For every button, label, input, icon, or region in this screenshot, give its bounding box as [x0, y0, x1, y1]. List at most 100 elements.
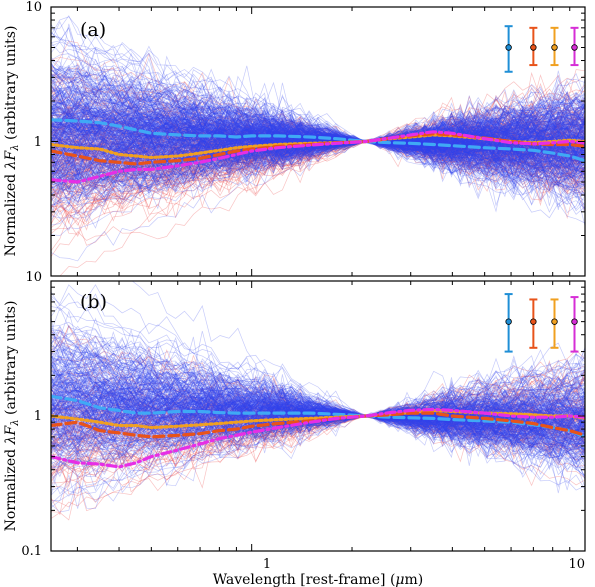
background-spectrum-line	[51, 89, 585, 163]
background-spectrum-line	[51, 105, 585, 189]
background-spectrum-line	[51, 118, 585, 214]
background-spectrum-line	[51, 392, 585, 476]
background-spectrum-line	[51, 396, 585, 424]
background-spectrum-line	[51, 350, 585, 443]
background-spectrum-line	[51, 128, 585, 160]
background-spectrum-line	[51, 340, 585, 418]
background-spectrum-line	[51, 123, 585, 161]
background-spectrum-line	[51, 378, 585, 473]
background-spectrum-line	[51, 98, 585, 158]
background-spectrum-line	[51, 303, 585, 431]
background-spectrum-line	[51, 388, 585, 444]
background-spectrum-line	[51, 105, 585, 205]
background-spectrum-line	[51, 133, 585, 206]
background-spectrum-line	[51, 136, 585, 169]
background-spectrum-line	[51, 111, 585, 173]
background-spectrum-line	[51, 102, 585, 262]
background-spectrum-line	[51, 384, 585, 488]
background-spectrum-line	[51, 72, 585, 142]
background-spectrum-line	[51, 123, 585, 191]
background-spectrum-line	[51, 126, 585, 194]
background-spectrum-line	[51, 404, 585, 469]
background-spectrum-line	[51, 99, 585, 150]
background-spectrum-line	[51, 97, 585, 207]
background-spectrum-line	[51, 362, 585, 421]
background-spectrum-line	[51, 141, 585, 203]
background-spectrum-line	[51, 126, 585, 189]
background-spectrum-line	[51, 77, 585, 166]
background-spectrum-line	[51, 16, 585, 164]
background-spectrum-line	[51, 62, 585, 143]
background-spectrum-line	[51, 103, 585, 144]
background-spectrum-line	[51, 140, 585, 195]
background-spectrum-line	[51, 101, 585, 144]
background-spectrum-line	[51, 131, 585, 158]
background-spectrum-line	[51, 115, 585, 236]
background-spectrum-line	[51, 406, 585, 467]
background-spectrum-line	[51, 135, 585, 186]
background-spectrum-line	[51, 284, 585, 491]
background-spectrum-line	[51, 141, 585, 231]
background-spectrum-line	[51, 92, 585, 179]
background-spectrum-line	[51, 15, 585, 185]
background-spectrum-line	[51, 76, 585, 160]
background-spectrum-line	[51, 112, 585, 175]
background-spectrum-line	[51, 377, 585, 426]
background-spectrum-line	[51, 110, 585, 142]
background-spectrum-line	[51, 381, 585, 439]
error-bar-2	[529, 298, 538, 349]
background-spectrum-line	[51, 334, 585, 433]
background-spectrum-line	[51, 346, 585, 438]
background-spectrum-line	[51, 368, 585, 421]
background-spectrum-line	[51, 378, 585, 435]
background-spectrum-line	[51, 130, 585, 166]
background-spectrum-line	[51, 78, 585, 150]
background-spectrum-line	[51, 112, 585, 142]
background-spectrum-line	[51, 75, 585, 170]
background-spectrum-line	[51, 90, 585, 148]
background-spectrum-line	[51, 382, 585, 435]
background-spectrum-line	[51, 136, 585, 191]
background-spectrum-line	[51, 123, 585, 174]
median-series-2-line	[51, 408, 585, 430]
background-spectrum-line	[51, 42, 585, 181]
background-spectrum-line	[51, 88, 585, 178]
background-spectrum-line	[51, 80, 585, 191]
background-spectrum-line	[51, 118, 585, 214]
background-spectrum-line	[51, 96, 585, 153]
background-spectrum-line	[51, 297, 585, 442]
background-spectrum-line	[51, 83, 585, 150]
background-spectrum-line	[51, 84, 585, 157]
background-spectrum-line	[51, 86, 585, 149]
background-spectrum-line	[51, 391, 585, 470]
background-spectrum-line	[51, 95, 585, 163]
background-spectrum-line	[51, 98, 585, 161]
background-spectrum-line	[51, 130, 585, 154]
background-spectrum-line	[51, 65, 585, 168]
background-spectrum-line	[51, 111, 585, 142]
background-spectrum-line	[51, 102, 585, 170]
background-spectrum-line	[51, 379, 585, 513]
background-spectrum-line	[51, 352, 585, 460]
background-spectrum-line	[51, 396, 585, 443]
background-spectrum-line	[51, 89, 585, 147]
background-spectrum-line	[51, 89, 585, 149]
background-spectrum-line	[51, 126, 585, 186]
background-spectrum-line	[51, 108, 585, 198]
background-spectrum-line	[51, 404, 585, 479]
background-spectrum-line	[51, 373, 585, 452]
error-bar-3	[550, 26, 559, 67]
background-spectrum-line	[51, 96, 585, 151]
background-spectrum-line	[51, 349, 585, 426]
background-spectrum-line	[51, 329, 585, 444]
error-bar-point	[551, 44, 558, 51]
background-spectrum-line	[51, 116, 585, 143]
background-spectrum-line	[51, 92, 585, 160]
error-bar-point	[505, 318, 512, 325]
background-spectrum-line	[51, 412, 585, 508]
background-spectrum-line	[51, 119, 585, 214]
background-spectrum-line	[51, 316, 585, 416]
background-spectrum-line	[51, 407, 585, 513]
background-spectrum-line	[51, 23, 585, 192]
background-spectrum-line	[51, 126, 585, 201]
